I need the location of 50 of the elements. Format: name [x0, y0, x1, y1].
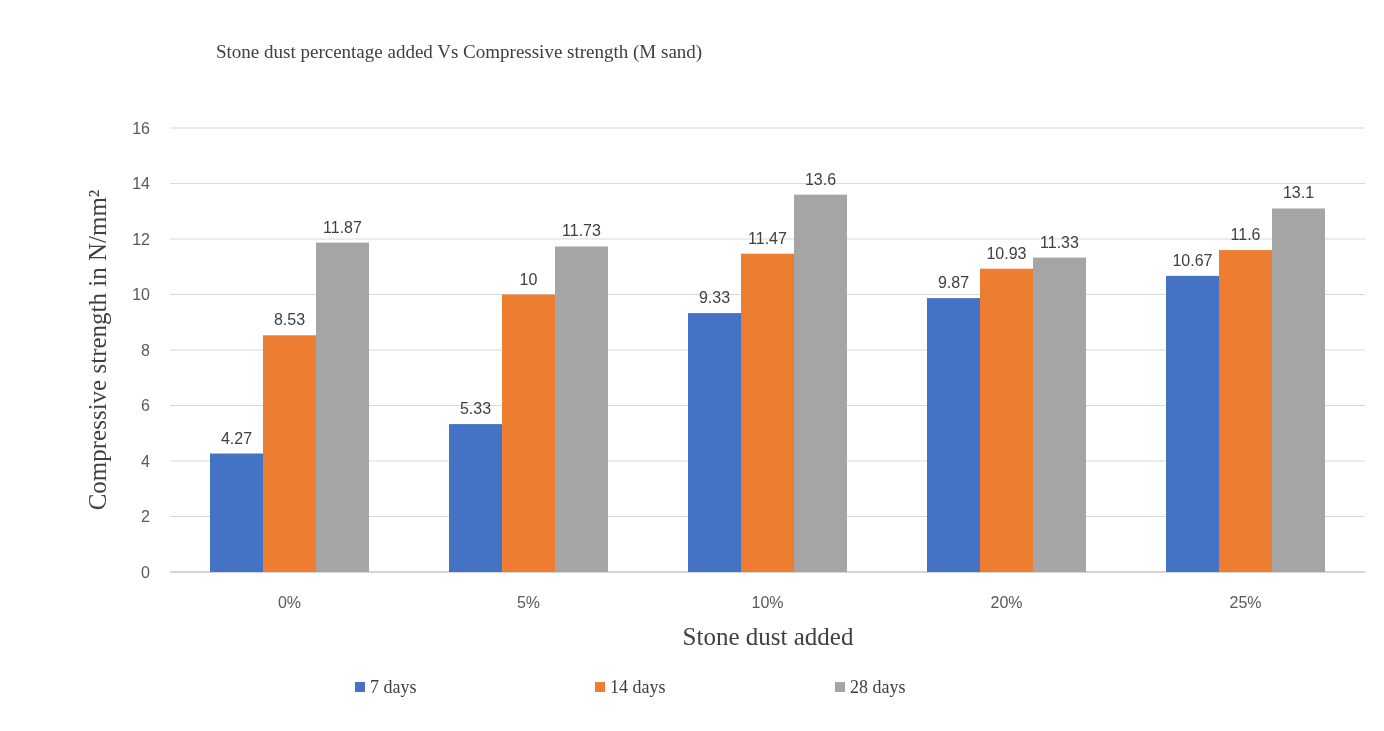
bar	[980, 268, 1033, 572]
y-tick-label: 16	[132, 119, 151, 137]
bar	[555, 246, 608, 572]
legend-label: 28 days	[850, 677, 906, 697]
data-label: 13.1	[1282, 184, 1315, 202]
y-tick-label: 14	[132, 175, 151, 193]
data-label: 9.33	[698, 289, 731, 307]
bar	[210, 453, 263, 572]
x-tick-label: 25%	[1229, 594, 1262, 611]
bar	[741, 253, 794, 572]
y-tick-label: 8	[141, 341, 151, 359]
bar	[316, 242, 369, 572]
data-label: 11.87	[323, 218, 363, 236]
bar	[688, 313, 741, 572]
bar	[794, 194, 847, 572]
x-tick-label: 0%	[277, 594, 302, 611]
data-label: 11.47	[748, 229, 788, 247]
legend-label: 14 days	[610, 677, 666, 697]
bar	[1219, 250, 1272, 572]
data-label: 10	[519, 270, 538, 288]
data-label: 13.6	[804, 170, 837, 188]
data-label: 11.73	[562, 222, 602, 240]
x-tick-label: 20%	[990, 594, 1023, 611]
x-axis-title: Stone dust added	[682, 623, 854, 650]
y-tick-label: 12	[132, 230, 151, 248]
y-tick-label: 4	[141, 452, 151, 470]
bar	[449, 424, 502, 572]
y-axis-title: Compressive strength in N/mm²	[84, 189, 111, 511]
chart-title: Stone dust percentage added Vs Compressive strength (M sand)	[216, 41, 703, 63]
data-label: 8.53	[273, 311, 306, 329]
data-label: 10.93	[986, 244, 1027, 262]
y-tick-label: 6	[141, 397, 151, 415]
legend-label: 7 days	[370, 677, 417, 697]
bar	[502, 294, 555, 572]
data-label: 11.33	[1040, 233, 1080, 251]
y-tick-label: 10	[132, 286, 151, 304]
y-tick-label: 2	[141, 508, 151, 526]
x-tick-label: 10%	[751, 594, 784, 611]
bar	[1033, 257, 1086, 572]
data-label: 10.67	[1172, 251, 1213, 269]
y-tick-label: 0	[141, 563, 151, 581]
bar	[1272, 208, 1325, 572]
data-label: 5.33	[459, 400, 492, 418]
data-label: 11.6	[1230, 226, 1261, 244]
data-label: 9.87	[937, 274, 970, 292]
bar	[927, 298, 980, 572]
data-label: 4.27	[220, 429, 253, 447]
x-tick-label: 5%	[516, 594, 541, 611]
bar	[263, 335, 316, 572]
bar	[1166, 275, 1219, 572]
